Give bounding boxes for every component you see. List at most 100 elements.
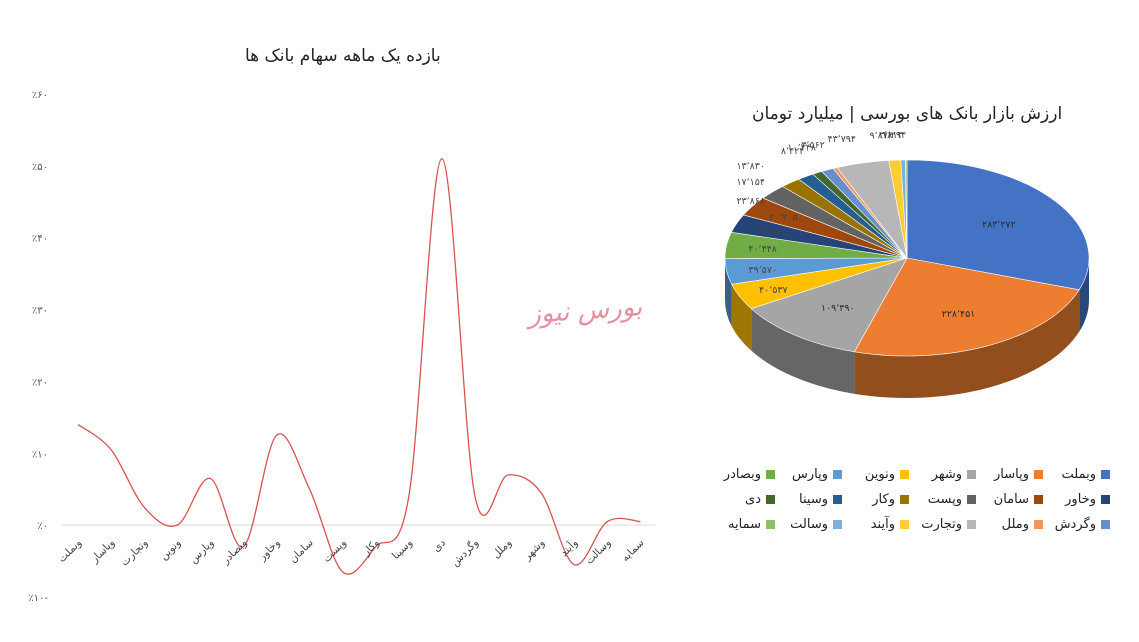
- legend-label: سمایه: [728, 517, 761, 532]
- legend-swatch: [1101, 495, 1110, 504]
- legend-row: وگردش وملل وتجارت وآیند وسالت سمایه: [705, 512, 1110, 537]
- pie-data-label: ۴۰٬۴۴۸: [748, 244, 777, 255]
- legend-item: وپاسار: [976, 467, 1043, 482]
- legend-item: وبصادر: [708, 467, 775, 482]
- legend-label: وشهر: [931, 467, 962, 482]
- pie-data-label: ۳۹٬۵۷۰: [749, 265, 778, 276]
- pie-slice-side: [751, 308, 855, 394]
- legend-item: وبملت: [1043, 467, 1110, 482]
- legend-swatch: [967, 520, 976, 529]
- legend-item: وپست: [909, 492, 976, 507]
- y-tick-label: ٪۲۰: [32, 377, 48, 388]
- legend-label: وبملت: [1061, 467, 1096, 482]
- pie-data-label: ۲۲۸٬۴۵۱: [942, 309, 976, 320]
- pie-data-label: ۱۰۹٬۳۹۰: [821, 303, 855, 314]
- pie-data-label: ۴۳٬۷۹۴: [827, 134, 856, 145]
- legend-swatch: [900, 470, 909, 479]
- legend-item: وکار: [842, 492, 909, 507]
- legend-item: وشهر: [909, 467, 976, 482]
- pie-slice-side: [731, 284, 752, 351]
- legend-label: وسینا: [799, 492, 828, 507]
- y-tick-label: ٪۱۰-: [28, 593, 48, 604]
- legend-row: وخاور سامان وپست وکار وسینا دی: [705, 487, 1110, 512]
- line-chart-title: بازده یک ماهه سهام بانک ها: [245, 46, 441, 66]
- pie-slice: [905, 159, 908, 259]
- legend-item: ونوین: [842, 467, 909, 482]
- legend-label: وپست: [927, 492, 962, 507]
- legend-item: وپارس: [775, 467, 842, 482]
- y-tick-label: ٪۶۰: [32, 90, 48, 101]
- legend-swatch: [833, 495, 842, 504]
- legend-item: وسینا: [775, 492, 842, 507]
- legend-label: وبصادر: [723, 467, 761, 482]
- legend-swatch: [766, 470, 775, 479]
- legend-label: وپاسار: [994, 467, 1029, 482]
- pie-data-label: ۹٬۸۷۲: [870, 130, 893, 141]
- pie-slice: [750, 257, 908, 353]
- pie-data-label: ۳٬۸۱۳: [879, 130, 902, 141]
- legend-swatch: [1034, 495, 1043, 504]
- legend-label: وکار: [872, 492, 895, 507]
- pie-data-label: ۱۳٬۸۳۰: [736, 161, 765, 172]
- legend-swatch: [766, 495, 775, 504]
- y-tick-label: ٪۳۰: [32, 306, 48, 317]
- legend-swatch: [1034, 470, 1043, 479]
- legend-label: وآیند: [870, 517, 895, 532]
- legend-label: ونوین: [864, 467, 895, 482]
- legend-label: سامان: [993, 492, 1029, 507]
- pie-side-faces: [725, 258, 1089, 398]
- legend-label: وسالت: [790, 517, 828, 532]
- legend-swatch: [967, 495, 976, 504]
- pie-data-label: ۳٬۵۶۲: [801, 140, 824, 151]
- pie-slice: [853, 257, 1080, 357]
- legend-label: دی: [745, 492, 761, 507]
- pie-data-label: ۲۳٬۸۶۸: [736, 196, 765, 207]
- legend-label: وتجارت: [921, 517, 962, 532]
- series-line: [77, 158, 641, 575]
- legend-item: وسالت: [775, 517, 842, 532]
- pie-data-label: ۲۸٬۱۸۸: [756, 226, 785, 237]
- legend-swatch: [900, 495, 909, 504]
- legend-item: سامان: [976, 492, 1043, 507]
- pie-slice-side: [1079, 258, 1089, 332]
- legend-item: وخاور: [1043, 492, 1110, 507]
- legend-row: وبملت وپاسار وشهر ونوین وپارس وبصادر: [705, 462, 1110, 487]
- pie-data-label: ۳۰٬۳۰۵: [769, 213, 798, 224]
- legend-item: وآیند: [842, 517, 909, 532]
- legend-swatch: [967, 470, 976, 479]
- pie-data-label: ۱٬۲۹۴: [883, 130, 906, 141]
- legend-swatch: [1034, 520, 1043, 529]
- pie-data-labels: ۲۸۳٬۲۷۲ ۲۲۸٬۴۵۱ ۱۰۹٬۳۹۰ ۴۰٬۵۳۷ ۳۹٬۵۷۰ ۴۰٬۴۴۸ ۲…: [736, 130, 1015, 320]
- legend-label: وملل: [1001, 517, 1029, 532]
- legend-label: وگردش: [1054, 517, 1096, 532]
- pie-slice-side: [725, 258, 732, 327]
- pie-slice-side: [854, 289, 1080, 398]
- pie-top-faces: [724, 159, 1090, 357]
- pie-data-label: ۸٬۴۲۴: [781, 146, 804, 157]
- pie-chart-title: ارزش بازار بانک های بورسی | میلیارد توما…: [752, 104, 1063, 124]
- legend-label: وپارس: [791, 467, 828, 482]
- legend-swatch: [1101, 470, 1110, 479]
- y-tick-label: ٪۱۰: [32, 449, 48, 460]
- pie-data-label: ۱۷٬۱۵۴: [736, 177, 765, 188]
- legend-item: وگردش: [1043, 517, 1110, 532]
- y-tick-label: ٪۵۰: [32, 162, 48, 173]
- legend-swatch: [833, 470, 842, 479]
- y-tick-label: ٪۰: [37, 521, 48, 532]
- legend-swatch: [1101, 520, 1110, 529]
- legend-swatch: [766, 520, 775, 529]
- y-tick-label: ٪۴۰: [32, 234, 48, 245]
- legend-swatch: [900, 520, 909, 529]
- pie-data-label: ۴۰٬۵۳۷: [759, 285, 788, 296]
- legend-item: وتجارت: [909, 517, 976, 532]
- legend-item: وملل: [976, 517, 1043, 532]
- legend-label: وخاور: [1065, 492, 1096, 507]
- pie-data-label: ۲۸۳٬۲۷۲: [982, 220, 1016, 231]
- legend-item: دی: [708, 492, 775, 507]
- pie-legend: وبملت وپاسار وشهر ونوین وپارس وبصادر وخاور ساما…: [705, 462, 1110, 537]
- legend-swatch: [833, 520, 842, 529]
- legend-item: سمایه: [708, 517, 775, 532]
